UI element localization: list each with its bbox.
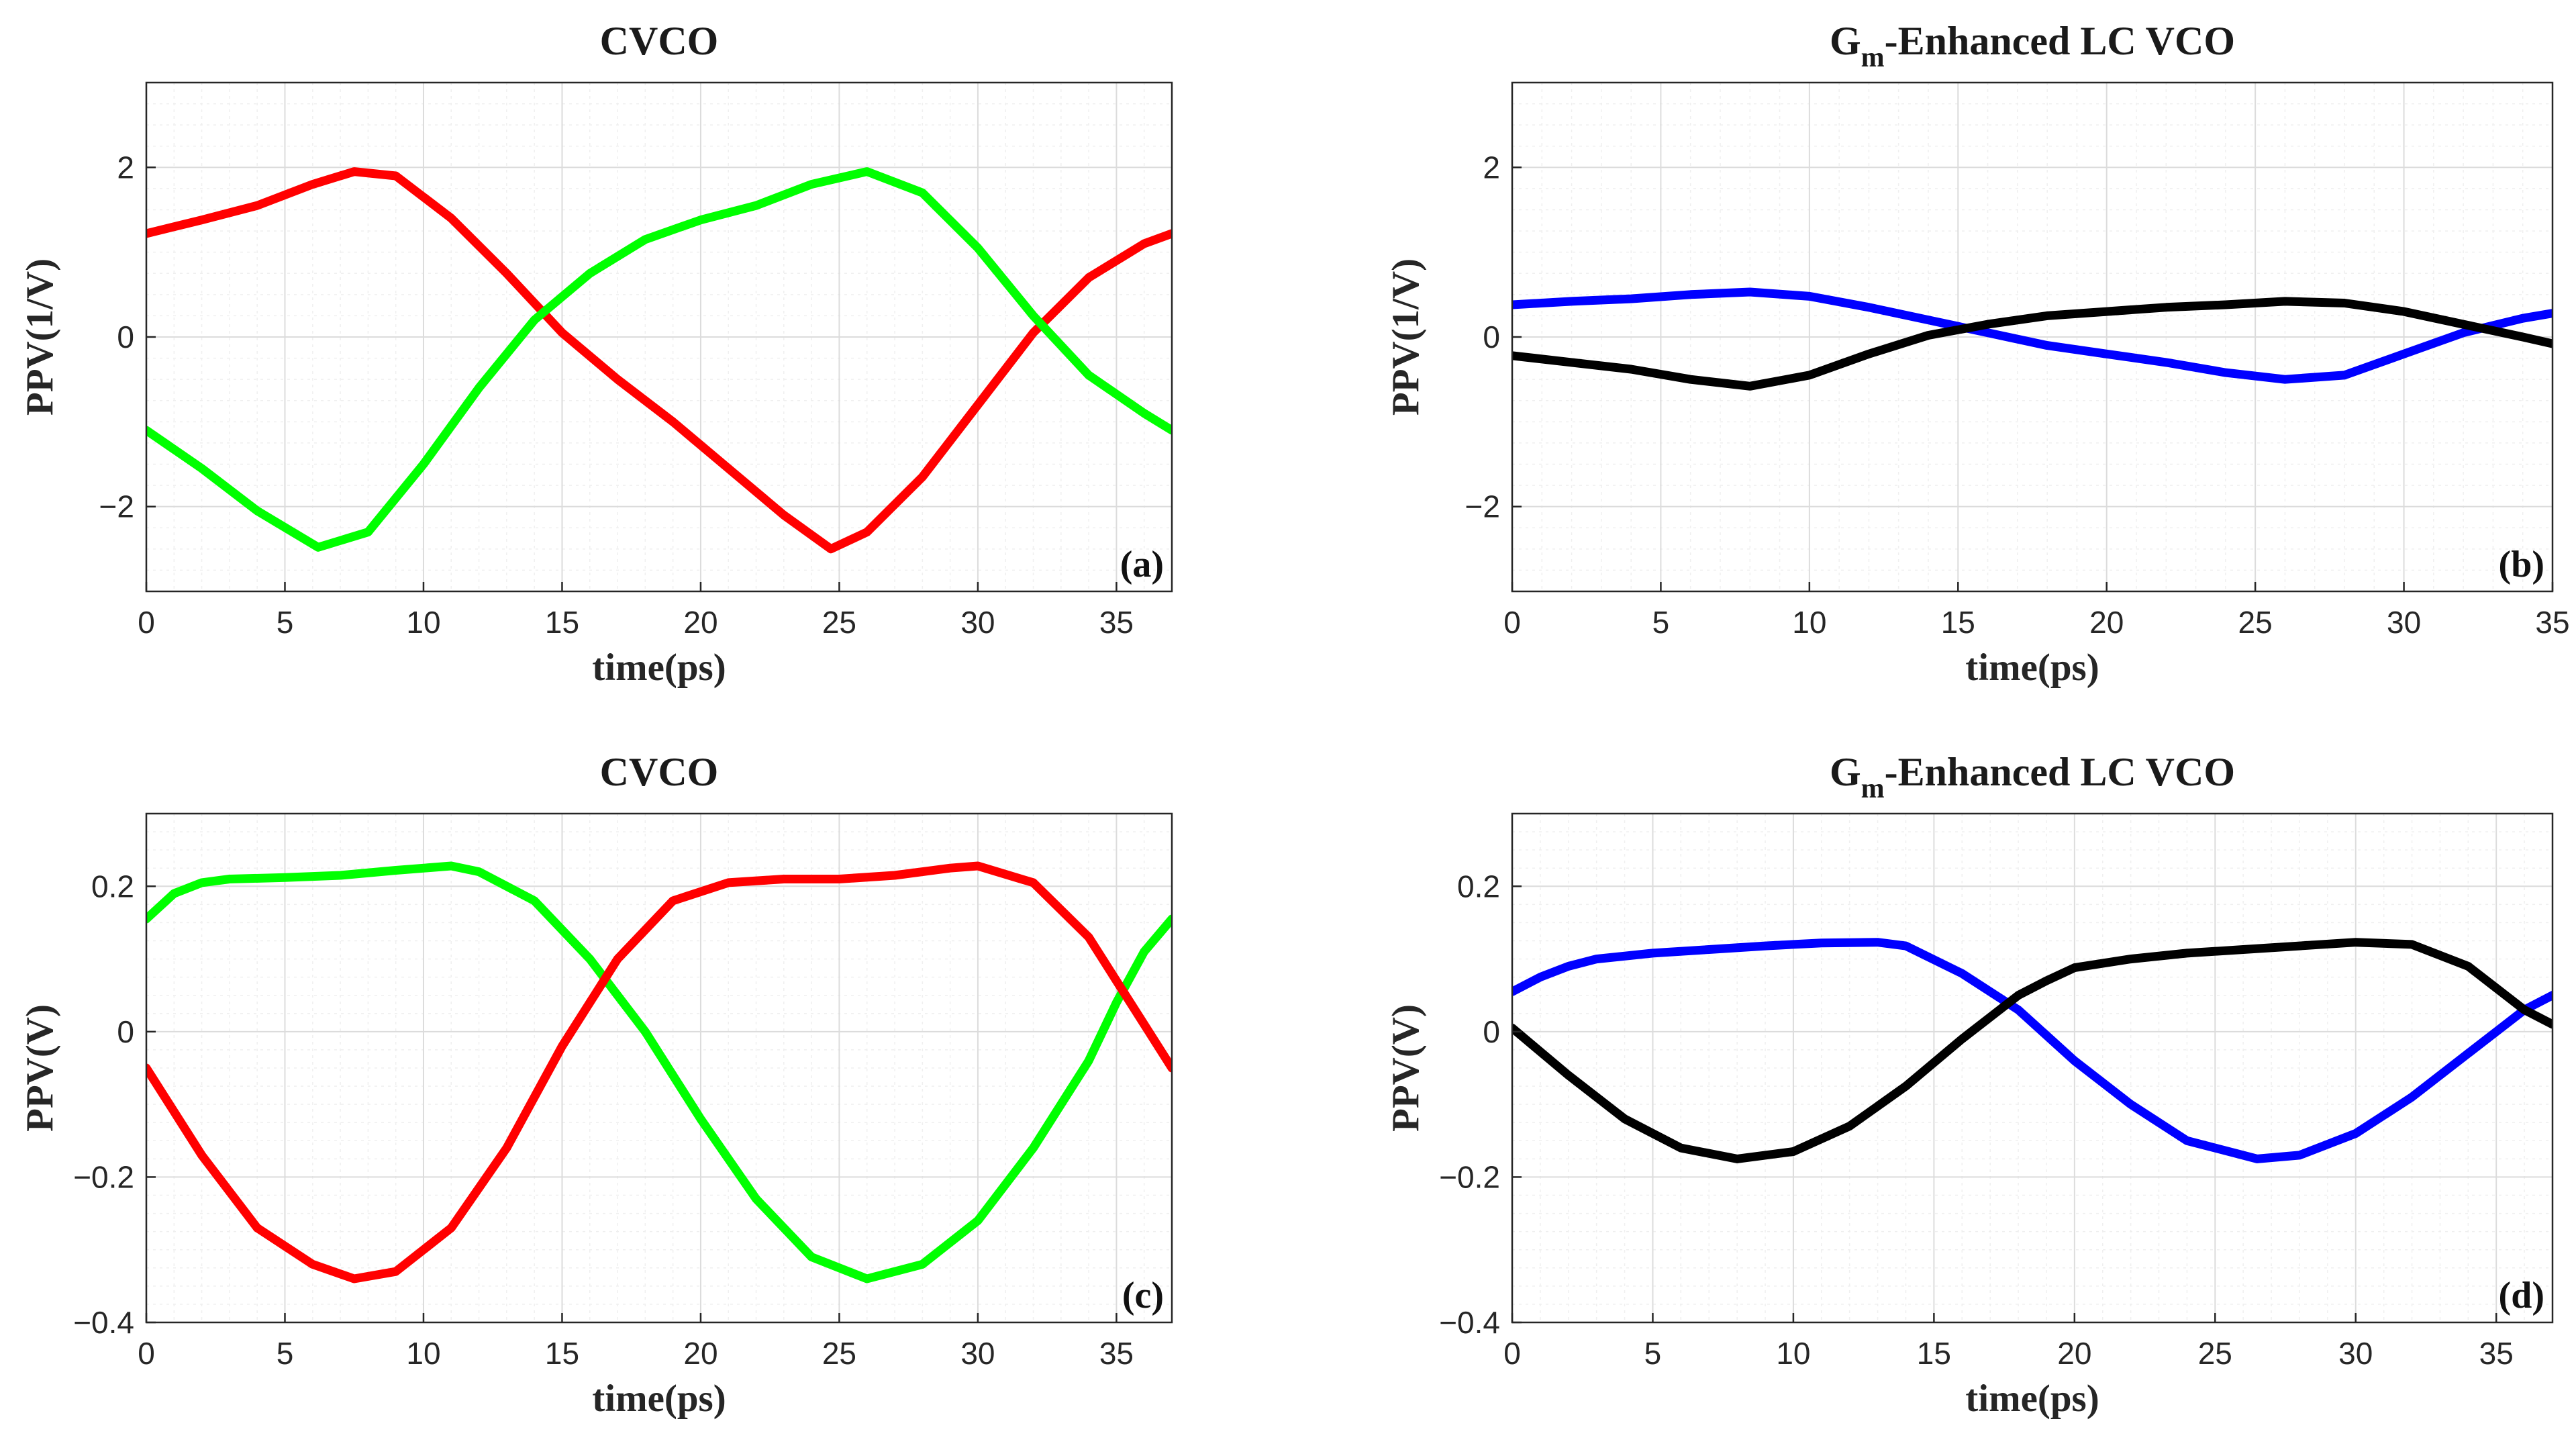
x-tick-label: 25: [822, 605, 856, 640]
series-green-line: [146, 167, 1172, 552]
series-group: [146, 167, 1172, 554]
panel-label: (c): [1122, 1275, 1164, 1316]
x-tick-label: 15: [1941, 605, 1975, 640]
title-main: G: [1830, 750, 1861, 794]
x-tick-label: 25: [822, 1336, 856, 1371]
x-tick-label: 0: [1503, 605, 1521, 640]
x-tick-label: 35: [2479, 1336, 2514, 1371]
series-green-line: [146, 861, 1172, 1283]
x-tick-label: 5: [277, 605, 294, 640]
y-tick-label: 0: [1483, 320, 1500, 354]
y-tick-label: 0: [117, 320, 134, 354]
x-axis-label: time(ps): [1965, 646, 2099, 689]
x-tick-label: 35: [1099, 1336, 1134, 1371]
x-tick-label: 30: [2387, 605, 2421, 640]
x-tick-label: 15: [545, 1336, 579, 1371]
y-tick-label: −0.4: [73, 1305, 134, 1340]
x-tick-label: 20: [2089, 605, 2124, 640]
x-axis-label: time(ps): [592, 1377, 726, 1420]
x-axis-label: time(ps): [592, 646, 726, 689]
y-tick-label: 0.2: [91, 869, 134, 904]
x-tick-label: 10: [1776, 1336, 1810, 1371]
y-tick-label: 0: [1483, 1014, 1500, 1049]
y-axis-label: PPV(V): [19, 1004, 61, 1132]
title-subscript: m: [1861, 42, 1885, 73]
panel-label: (d): [2499, 1275, 2544, 1316]
panel-d: 0 5 10 15 20 25 30 35 −0.4 −0.2 0 0.2 time(ps) PPV(V)…: [1385, 750, 2554, 1420]
series-red-line: [146, 167, 1172, 554]
panel-a: 0 5 10 15 20 25 30 35 −2 0 2 time(ps) PPV(1/V) CVCO (a…: [19, 19, 1173, 689]
y-tick-label: 0.2: [1457, 869, 1500, 904]
x-tick-label: 0: [138, 605, 155, 640]
y-axis-label: PPV(1/V): [1385, 258, 1427, 416]
x-tick-label: 20: [683, 605, 717, 640]
series-group: [1512, 287, 2553, 391]
x-tick-label: 10: [1792, 605, 1826, 640]
y-axis-label: PPV(1/V): [19, 258, 61, 416]
title-main: G: [1830, 19, 1861, 63]
x-tick-label: 5: [1644, 1336, 1662, 1371]
x-tick-label: 10: [406, 1336, 440, 1371]
chart-title: CVCO: [600, 19, 719, 63]
series-black-line: [1512, 938, 2553, 1163]
series-group: [1512, 938, 2553, 1163]
y-tick-label: 2: [117, 150, 134, 185]
x-tick-label: 30: [960, 605, 995, 640]
x-tick-label: 35: [2535, 605, 2569, 640]
y-tick-label: −0.2: [73, 1159, 134, 1194]
panel-b: 0 5 10 15 20 25 30 35 −2 0 2 time(ps) PPV(1/V) Gm-Enh…: [1385, 19, 2570, 689]
series-blue-line: [1512, 287, 2553, 384]
panel-c: 0 5 10 15 20 25 30 35 −0.4 −0.2 0 0.2 time(ps) PPV(V)…: [19, 750, 1173, 1420]
title-rest: -Enhanced LC VCO: [1885, 750, 2235, 794]
y-tick-label: 2: [1483, 150, 1500, 185]
series-group: [146, 861, 1172, 1283]
y-tick-label: −2: [99, 489, 134, 524]
x-tick-label: 10: [406, 605, 440, 640]
x-tick-label: 20: [2057, 1336, 2091, 1371]
y-tick-label: −2: [1465, 489, 1500, 524]
x-tick-label: 20: [683, 1336, 717, 1371]
chart-title: Gm-Enhanced LC VCO: [1830, 750, 2235, 804]
series-red-line: [146, 861, 1172, 1283]
x-tick-label: 0: [1503, 1336, 1521, 1371]
axes-frame: [1511, 812, 2554, 1324]
series-blue-line: [1512, 938, 2553, 1163]
panel-label: (a): [1120, 544, 1164, 585]
x-tick-label: 15: [545, 605, 579, 640]
y-tick-label: −0.2: [1439, 1159, 1500, 1194]
x-tick-label: 30: [2338, 1336, 2373, 1371]
panel-label: (b): [2499, 544, 2544, 585]
y-tick-label: 0: [117, 1014, 134, 1049]
x-tick-label: 15: [1917, 1336, 1951, 1371]
x-tick-label: 30: [960, 1336, 995, 1371]
chart-title: Gm-Enhanced LC VCO: [1830, 19, 2235, 73]
series-black-line: [1512, 297, 2553, 391]
x-tick-label: 0: [138, 1336, 155, 1371]
chart-title: CVCO: [600, 750, 719, 794]
x-tick-label: 35: [1099, 605, 1134, 640]
axes-frame: [145, 812, 1173, 1324]
x-axis-label: time(ps): [1965, 1377, 2099, 1420]
title-subscript: m: [1861, 773, 1885, 804]
title-rest: -Enhanced LC VCO: [1885, 19, 2235, 63]
y-tick-label: −0.4: [1439, 1305, 1500, 1340]
x-tick-label: 5: [277, 1336, 294, 1371]
x-tick-label: 25: [2238, 605, 2273, 640]
x-tick-label: 25: [2198, 1336, 2232, 1371]
x-tick-label: 5: [1652, 605, 1670, 640]
y-axis-label: PPV(V): [1385, 1004, 1427, 1132]
